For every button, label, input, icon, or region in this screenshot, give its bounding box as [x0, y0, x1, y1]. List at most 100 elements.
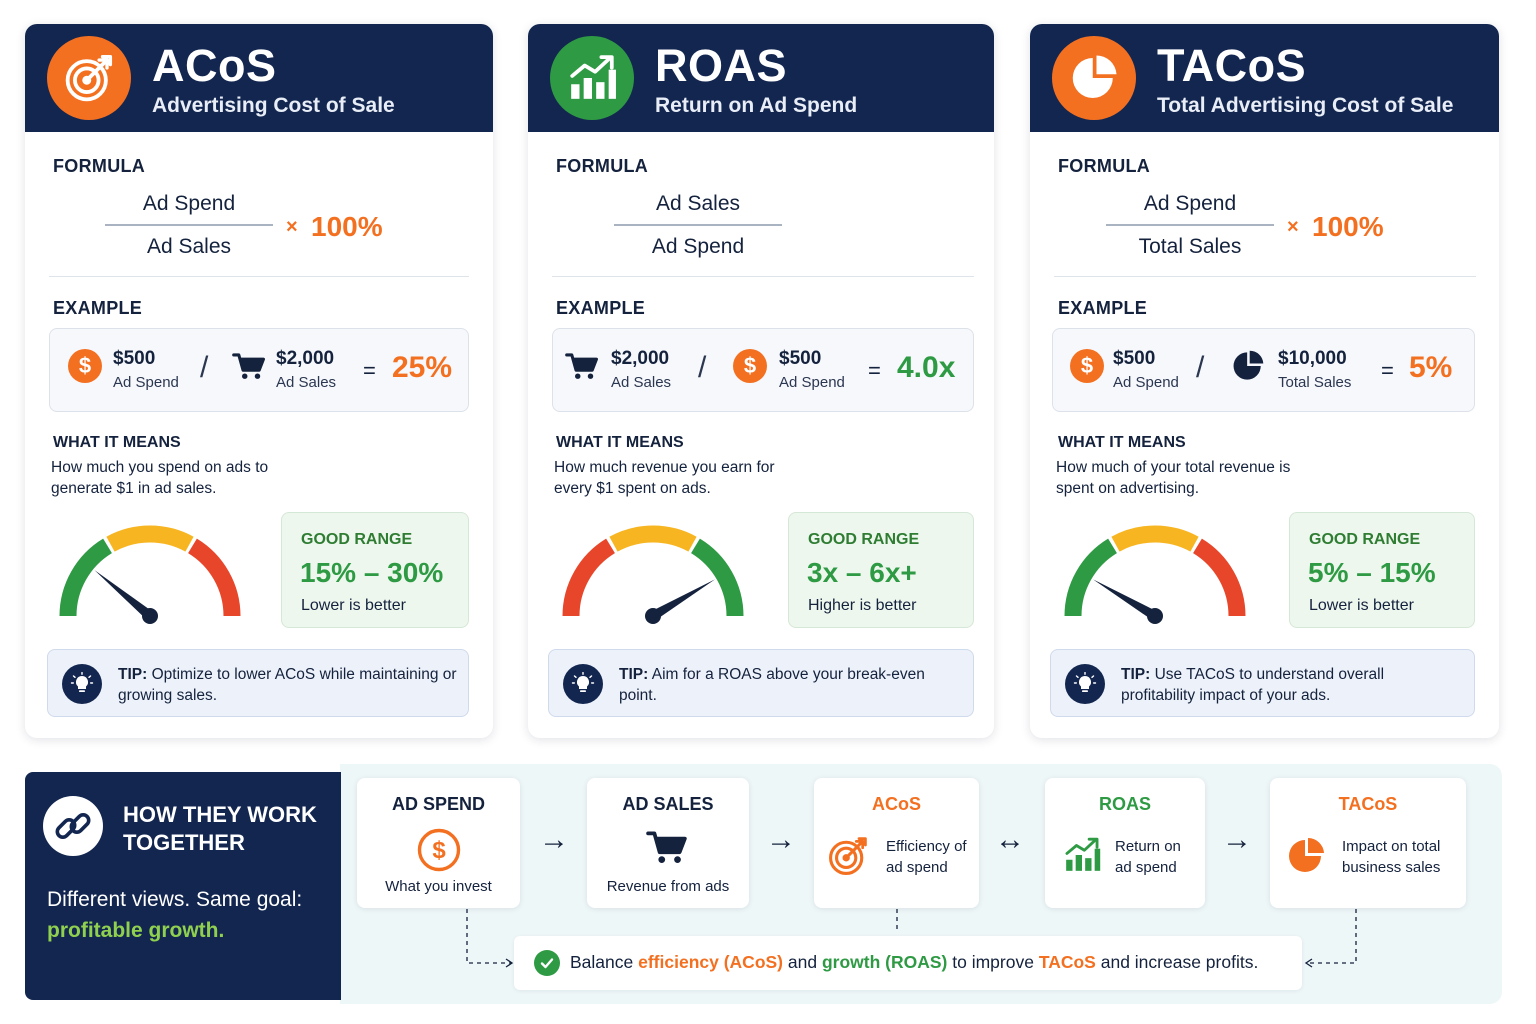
example-right-value: $500	[779, 348, 822, 369]
flow-caption: Efficiency of ad spend	[886, 838, 967, 876]
times-sign: ×	[286, 216, 298, 238]
example-left-label: Ad Sales	[611, 374, 672, 391]
range-value: 3x – 6x+	[807, 557, 917, 588]
gauge-segment	[562, 538, 616, 617]
bar-chart-up-icon	[1063, 836, 1101, 874]
pie-chart-icon	[1052, 36, 1136, 120]
divide-sign: /	[1196, 351, 1205, 384]
gauge-hub	[142, 608, 158, 624]
shopping-cart-icon	[232, 349, 266, 383]
card-title: ACoS	[152, 40, 277, 91]
means-label: WHAT IT MEANS	[1058, 434, 1186, 451]
balance-text: Balance efficiency (ACoS) and growth (RO…	[570, 952, 1259, 972]
tip-box: TIP: Use TACoS to understand overall pro…	[1050, 649, 1475, 717]
example-box: $2,000 Ad Sales / $ $500 Ad Spend = 4.0x	[552, 328, 974, 412]
roas-card: ROAS Return on Ad Spend FORMULA Ad Sales…	[528, 24, 994, 738]
card-subtitle: Return on Ad Spend	[655, 94, 858, 117]
example-right-label: Ad Spend	[779, 374, 845, 391]
tacos-header: TACoS Total Advertising Cost of Sale	[1030, 24, 1499, 132]
card-title: ROAS	[655, 40, 788, 91]
flow-caption: Impact on total business sales	[1342, 838, 1441, 876]
bar-chart-up-icon	[550, 36, 634, 120]
formula-label: FORMULA	[556, 156, 649, 176]
flow-ad-sales: AD SALES Revenue from ads	[587, 778, 749, 908]
gauge-needle	[94, 570, 154, 620]
dollar-coin-icon: $	[1070, 349, 1104, 383]
flow-title: AD SPEND	[391, 794, 485, 814]
means-text: How much of your total revenue is spent …	[1056, 459, 1291, 497]
lightbulb-icon	[1065, 664, 1105, 704]
dollar-coin-icon: $	[733, 349, 767, 383]
flow-acos: ACoS Efficiency of ad spend	[814, 778, 979, 908]
gauge-needle	[650, 579, 715, 621]
pie-chart-icon	[1231, 349, 1265, 383]
means-text: How much revenue you earn for every $1 s…	[554, 459, 775, 497]
example-label: EXAMPLE	[1058, 298, 1148, 318]
example-result: 25%	[392, 351, 453, 384]
how-panel: HOW THEY WORK TOGETHER Different views. …	[25, 772, 341, 1000]
example-right-value: $10,000	[1278, 348, 1347, 369]
pie-chart-icon	[1286, 836, 1326, 876]
card-subtitle: Advertising Cost of Sale	[152, 94, 395, 117]
formula-percent: 100%	[311, 211, 383, 242]
divider	[1054, 276, 1476, 277]
example-label: EXAMPLE	[556, 298, 646, 318]
svg-text:$: $	[432, 837, 446, 864]
gauge	[1064, 525, 1246, 624]
formula-label: FORMULA	[53, 156, 146, 176]
card-subtitle: Total Advertising Cost of Sale	[1157, 94, 1454, 117]
equals-sign: =	[1381, 358, 1394, 383]
dollar-circle-icon: $	[417, 828, 461, 872]
range-label: GOOD RANGE	[301, 531, 413, 548]
formula-numerator: Ad Spend	[142, 192, 236, 215]
good-range-box: GOOD RANGE 3x – 6x+ Higher is better	[788, 512, 974, 628]
link-icon	[43, 796, 103, 856]
good-range-box: GOOD RANGE 15% – 30% Lower is better	[281, 512, 469, 628]
gauge-segment	[106, 525, 194, 552]
gauge-segment	[1192, 538, 1246, 617]
flow-tacos: TACoS Impact on total business sales	[1270, 778, 1466, 908]
formula-denominator: Ad Spend	[651, 235, 745, 258]
means-text: How much you spend on ads to generate $1…	[51, 459, 269, 497]
formula-numerator: Ad Sales	[655, 192, 741, 215]
range-note: Higher is better	[808, 597, 917, 614]
acos-card: ACoS Advertising Cost of Sale FORMULA Ad…	[25, 24, 493, 738]
times-sign: ×	[1287, 216, 1299, 238]
target-icon	[826, 834, 870, 878]
example-left-value: $500	[1113, 348, 1156, 369]
flow-caption: Return on ad spend	[1115, 838, 1181, 876]
example-left-label: Ad Spend	[113, 374, 179, 391]
tip-text: TIP: Optimize to lower ACoS while mainta…	[118, 666, 457, 704]
example-label: EXAMPLE	[53, 298, 143, 318]
gauge-segment	[1064, 538, 1118, 617]
gauge-hub	[645, 608, 661, 624]
example-right-label: Total Sales	[1278, 374, 1352, 391]
acos-header: ACoS Advertising Cost of Sale	[25, 24, 493, 132]
range-value: 5% – 15%	[1308, 557, 1436, 588]
shopping-cart-icon	[565, 349, 599, 383]
equals-sign: =	[363, 358, 376, 383]
tip-box: TIP: Aim for a ROAS above your break-eve…	[548, 649, 974, 717]
means-label: WHAT IT MEANS	[53, 434, 181, 451]
fraction-line	[1106, 224, 1274, 226]
target-icon	[47, 36, 131, 120]
flow-roas: ROAS Return on ad spend	[1045, 778, 1205, 908]
shopping-cart-icon	[646, 829, 688, 865]
tip-text: TIP: Aim for a ROAS above your break-eve…	[619, 666, 925, 704]
flow-ad-spend: AD SPEND $ What you invest	[357, 778, 520, 908]
equals-sign: =	[868, 358, 881, 383]
means-label: WHAT IT MEANS	[556, 434, 684, 451]
flow-title: TACoS	[1338, 794, 1398, 814]
example-result: 5%	[1409, 351, 1453, 384]
arrow-right-icon: →	[1222, 823, 1252, 856]
range-label: GOOD RANGE	[1309, 531, 1421, 548]
tacos-card: TACoS Total Advertising Cost of Sale FOR…	[1030, 24, 1499, 738]
dollar-coin-icon: $	[68, 349, 102, 383]
divide-sign: /	[698, 351, 707, 384]
check-circle-icon	[534, 950, 560, 976]
range-note: Lower is better	[301, 597, 406, 614]
formula-denominator: Total Sales	[1138, 235, 1242, 258]
tip-box: TIP: Optimize to lower ACoS while mainta…	[47, 649, 469, 717]
flow-title: ROAS	[1098, 794, 1151, 814]
how-description: Different views. Same goal: profitable gr…	[47, 888, 303, 942]
